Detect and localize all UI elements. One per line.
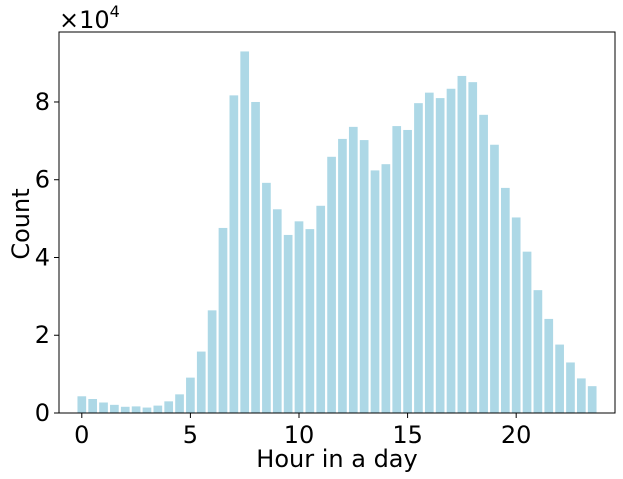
bar-11 [196, 351, 206, 413]
bar-42 [533, 290, 543, 413]
y-axis-ticks: 0 2 4 6 8 [35, 88, 59, 427]
y-scale-exponent: 4 [110, 2, 120, 21]
bar-9 [175, 394, 184, 413]
x-axis-label: Hour in a day [256, 445, 417, 473]
x-tick-label: 0 [74, 421, 89, 449]
bar-37 [479, 114, 488, 413]
bar-20 [294, 221, 304, 413]
y-tick-label: 8 [35, 88, 50, 116]
bar-35 [457, 75, 467, 414]
bar-25 [348, 126, 358, 414]
x-tick-label: 20 [501, 421, 532, 449]
bar-30 [403, 129, 412, 413]
bars-group [77, 51, 597, 414]
bar-1 [88, 399, 98, 413]
y-scale-base: ×10 [59, 6, 110, 34]
bar-24 [338, 138, 347, 413]
plot-area-frame [58, 31, 616, 414]
x-axis-ticks: 0 5 10 15 20 [74, 413, 531, 449]
bar-33 [435, 98, 445, 413]
bar-16 [251, 101, 260, 413]
x-tick-label: 10 [284, 421, 315, 449]
bar-0 [77, 396, 87, 413]
bar-41 [522, 251, 532, 413]
bar-10 [186, 377, 195, 413]
bar-18 [272, 209, 282, 413]
bar-5 [131, 406, 141, 413]
bar-46 [576, 378, 586, 413]
y-tick-label: 4 [35, 243, 50, 271]
x-tick-label: 15 [392, 421, 423, 449]
bar-29 [392, 126, 402, 413]
y-tick-label: 0 [35, 399, 50, 427]
bar-17 [262, 182, 271, 413]
bar-2 [99, 402, 108, 413]
bar-44 [555, 344, 564, 413]
bar-36 [468, 82, 478, 414]
bar-32 [424, 92, 434, 414]
bar-19 [283, 234, 293, 413]
bar-8 [164, 401, 174, 413]
y-axis-label: Count [7, 188, 35, 259]
bar-34 [446, 88, 456, 413]
bar-45 [566, 362, 575, 413]
bar-13 [218, 227, 228, 413]
y-tick-label: 6 [35, 166, 50, 194]
bar-15 [240, 51, 250, 413]
bar-47 [587, 386, 597, 413]
bar-7 [153, 405, 163, 413]
bar-21 [305, 229, 315, 413]
bar-26 [359, 140, 369, 413]
y-axis-scale-multiplier: ×104 [59, 2, 120, 34]
bar-3 [110, 404, 119, 413]
x-tick-label: 5 [183, 421, 198, 449]
bar-39 [500, 187, 510, 413]
bar-23 [327, 156, 336, 414]
y-tick-label: 2 [35, 321, 50, 349]
bar-28 [381, 164, 391, 413]
bar-43 [544, 318, 554, 413]
bar-4 [120, 406, 130, 413]
bar-31 [414, 103, 423, 414]
bar-6 [142, 407, 152, 413]
bar-38 [490, 144, 499, 414]
bar-14 [229, 95, 239, 414]
bar-27 [370, 170, 380, 413]
bar-22 [316, 205, 326, 413]
bar-40 [511, 217, 521, 413]
bar-12 [207, 310, 217, 413]
